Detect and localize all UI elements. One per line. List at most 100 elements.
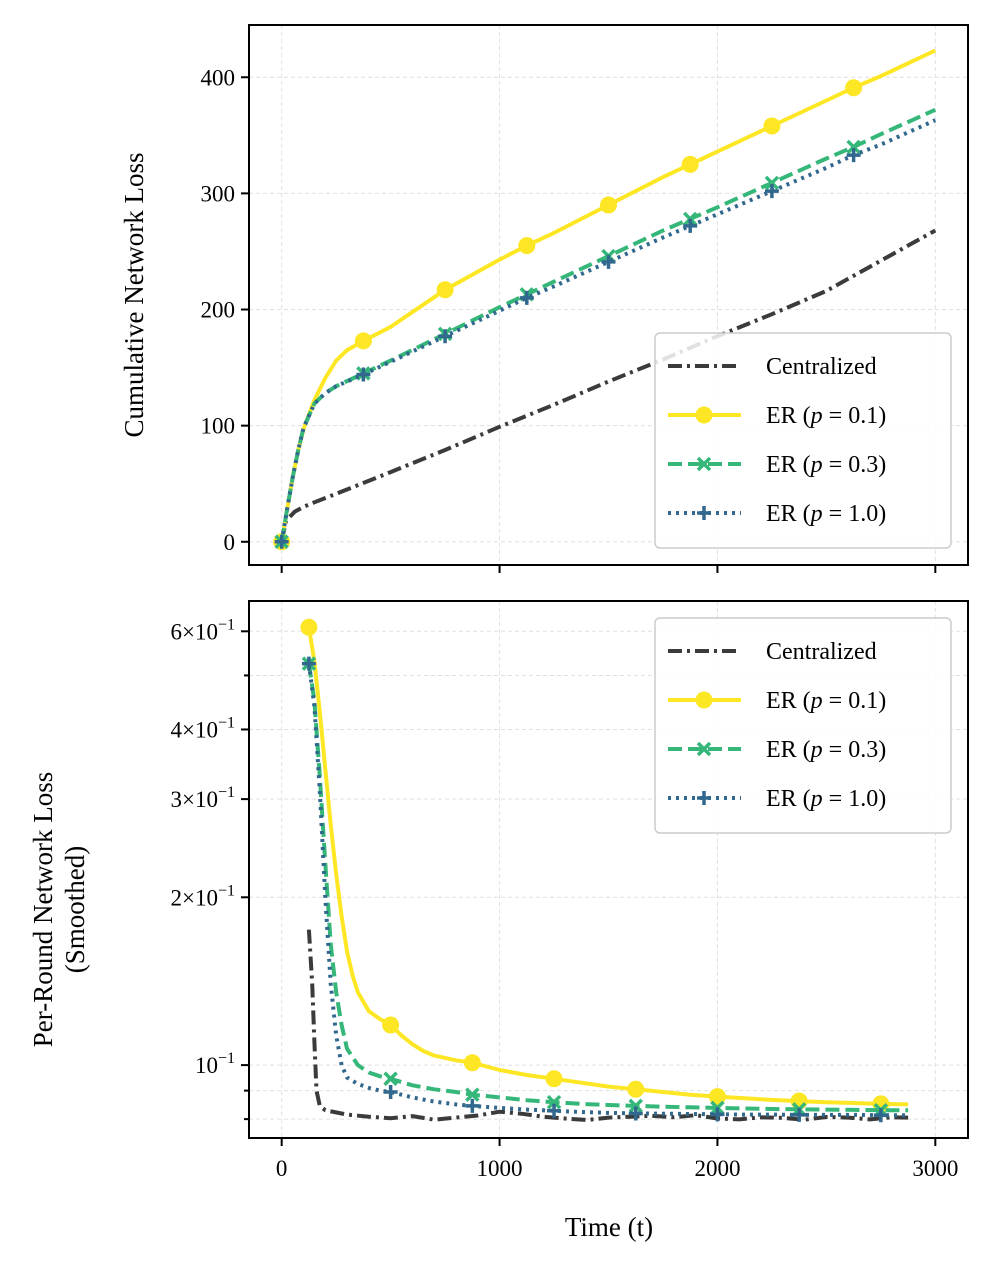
marker-plus: [697, 506, 711, 520]
marker-x: [696, 456, 712, 472]
y-tick-mantissa: 6×: [170, 619, 194, 644]
y-ticks: 10−12×10−13×10−14×10−16×10−1: [170, 616, 249, 1121]
legend-label-suffix: = 0.3): [823, 737, 887, 763]
y-tick-mantissa: 4×: [170, 717, 194, 742]
marker-x: [764, 175, 780, 191]
marker-plus: [683, 218, 698, 233]
marker-plus: [383, 1084, 398, 1099]
legend-label-variable: p: [809, 452, 823, 478]
marker-x: [465, 1087, 480, 1102]
marker-circle: [627, 1080, 645, 1098]
marker-circle: [763, 117, 781, 135]
legend-label: ER (p = 1.0): [766, 501, 886, 527]
legend-label: Centralized: [766, 639, 877, 665]
y-tick-exponent: −1: [218, 1050, 235, 1067]
y-tick-label: 200: [201, 298, 236, 323]
marker-circle: [545, 1070, 563, 1088]
marker-x: [383, 1071, 398, 1087]
y-tick-exponent: −1: [218, 616, 235, 633]
legend-label-suffix: = 1.0): [823, 501, 887, 527]
marker-plus: [274, 534, 289, 549]
x-axis-label: Time (t): [565, 1212, 653, 1242]
y-tick-exponent: −1: [218, 784, 235, 801]
axes-frame: [248, 24, 969, 566]
x-ticks: 0 1000 2000 3000: [276, 1138, 958, 1181]
y-axis-label: Per-Round Network Loss: [28, 772, 58, 1047]
legend-label-suffix: = 0.3): [823, 452, 887, 478]
marker-plus: [465, 1098, 480, 1113]
marker-circle: [382, 1016, 400, 1034]
y-tick-base: 10: [195, 717, 218, 742]
y-axis-label-line2: (Smoothed): [60, 846, 90, 974]
marker-plus: [438, 329, 453, 344]
legend-label-prefix: ER (: [766, 403, 811, 429]
panel-per-round-loss: 0 1000 2000 300010−12×10−13×10−14×10−16×10−…: [28, 600, 969, 1181]
legend-label-variable: p: [809, 403, 823, 429]
legend-box: [654, 332, 952, 549]
marker-plus: [356, 367, 371, 382]
y-tick-label: 6×10−1: [170, 616, 235, 644]
legend-label-variable: p: [809, 737, 823, 763]
y-tick-base: 10: [195, 619, 218, 644]
legend-label: ER (p = 0.3): [766, 452, 886, 478]
y-tick-exponent: −1: [218, 714, 235, 731]
y-tick-mantissa: 3×: [170, 787, 194, 812]
y-tick-exponent: −1: [218, 882, 235, 899]
y-tick-base: 10: [195, 787, 218, 812]
marker-circle: [600, 196, 617, 214]
marker-circle: [708, 1088, 726, 1106]
legend-label: ER (p = 0.3): [766, 737, 886, 763]
grid: [249, 601, 968, 1138]
legend-label: ER (p = 1.0): [766, 786, 886, 812]
y-tick-label: 4×10−1: [170, 714, 235, 742]
legend-label-suffix: = 0.1): [823, 688, 887, 714]
marker-x: [546, 1094, 562, 1110]
legend-label-prefix: ER (: [766, 688, 811, 714]
marker-plus: [873, 1108, 888, 1123]
marker-circle: [845, 79, 863, 97]
marker-plus: [710, 1107, 725, 1122]
marker-circle: [300, 618, 318, 636]
x-ticks: [280, 565, 937, 573]
marker-plus: [301, 656, 316, 671]
legend-label-variable: p: [809, 688, 823, 714]
marker-circle: [695, 691, 713, 709]
series-line-centralized: [279, 228, 937, 543]
series-line-er-3: [306, 663, 909, 1118]
marker-x: [696, 741, 712, 757]
y-tick-label: 3×10−1: [170, 784, 235, 812]
marker-circle: [436, 281, 454, 299]
legend-label-prefix: ER (: [766, 786, 811, 812]
x-tick-label: 2000: [694, 1156, 740, 1181]
x-tick-label: 3000: [912, 1156, 958, 1181]
legend-label-suffix: = 1.0): [823, 786, 887, 812]
axes-frame: [248, 600, 969, 1139]
y-tick-base: 10: [195, 1053, 218, 1078]
marker-circle: [354, 332, 372, 350]
marker-plus: [547, 1103, 562, 1118]
legend-label: ER (p = 0.1): [766, 403, 886, 429]
series-group: [300, 618, 909, 1123]
series-line-er-2: [306, 663, 909, 1113]
marker-circle: [790, 1092, 808, 1110]
marker-plus: [697, 791, 711, 805]
legend-label-prefix: ER (: [766, 501, 811, 527]
y-tick-label: 100: [201, 414, 236, 439]
marker-plus: [519, 290, 534, 305]
y-tick-mantissa: 2×: [170, 885, 194, 910]
legend-label-suffix: = 0.1): [823, 403, 887, 429]
legend-label-variable: p: [809, 786, 823, 812]
x-tick-label: 0: [276, 1156, 288, 1181]
legend-label-variable: p: [809, 501, 823, 527]
y-ticks: 0 100 200 300 400: [201, 65, 249, 555]
legend-label: Centralized: [766, 354, 877, 380]
series-line-centralized: [306, 929, 909, 1122]
y-tick-label: 2×10−1: [170, 882, 235, 910]
marker-plus: [628, 1106, 643, 1121]
marker-circle: [681, 155, 699, 173]
legend-box: [654, 617, 952, 834]
y-tick-label: 400: [201, 65, 236, 90]
